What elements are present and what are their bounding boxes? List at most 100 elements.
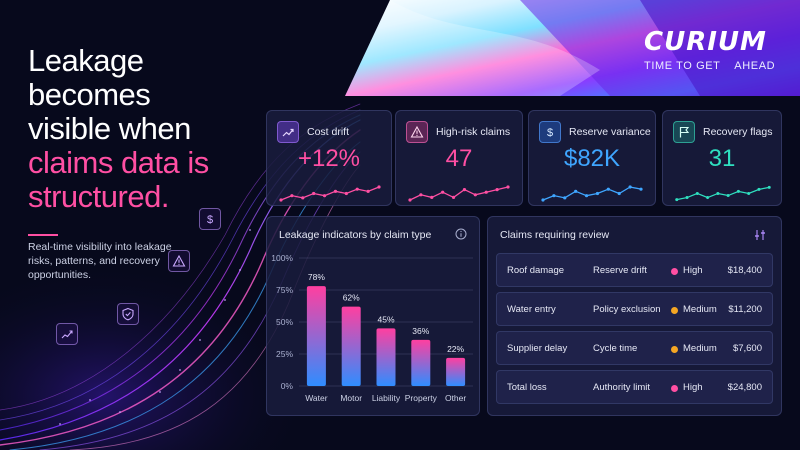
- severity-dot: [671, 346, 678, 353]
- sparkline-point: [716, 191, 720, 195]
- sparkline-point: [584, 194, 589, 198]
- sparkline-point: [301, 196, 305, 200]
- severity-label: High: [683, 265, 703, 276]
- bar-value-label: 22%: [447, 344, 464, 354]
- sparkline-point: [408, 198, 412, 202]
- filter-sliders-icon[interactable]: [753, 228, 767, 242]
- claim-amount: $24,800: [727, 382, 762, 393]
- claim-reason: Reserve drift: [593, 265, 647, 276]
- kpi-value: $82K: [563, 145, 621, 172]
- kpi-value: 31: [708, 145, 736, 172]
- kpi-card-reserve-variance[interactable]: $ Reserve variance $82K: [528, 110, 656, 206]
- sparkline-point: [506, 185, 510, 189]
- sparkline-point: [606, 187, 610, 191]
- dollar-icon: $: [199, 208, 221, 230]
- claim-reason: Policy exclusion: [593, 304, 661, 315]
- bar-water[interactable]: [306, 286, 326, 386]
- y-tick-label: 100%: [271, 253, 293, 263]
- hero-title-line: visible when: [28, 111, 191, 146]
- review-row[interactable]: Roof damage Reserve drift High $18,400: [496, 253, 773, 287]
- sparkline-point: [541, 198, 545, 202]
- leakage-chart-panel: Leakage indicators by claim type 0% 25% 50…: [266, 216, 480, 416]
- trend-up-icon: [277, 121, 299, 143]
- kpi-label: Reserve variance: [569, 126, 651, 138]
- sparkline-point: [322, 194, 327, 198]
- claim-type: Supplier delay: [507, 343, 568, 354]
- x-tick-label: Liability: [372, 393, 401, 403]
- kpi-card-cost-drift[interactable]: Cost drift +12%: [266, 110, 392, 206]
- sparkline-point: [757, 187, 761, 191]
- warning-icon: [406, 121, 428, 143]
- sparkline-point: [279, 198, 283, 202]
- hero-title-line: becomes: [28, 77, 151, 112]
- kpi-label: Cost drift: [307, 126, 350, 138]
- svg-text:$: $: [547, 127, 553, 139]
- sparkline-path: [542, 186, 642, 201]
- sparkline-point: [628, 185, 632, 189]
- bar-value-label: 45%: [377, 314, 394, 324]
- sparkline-point: [333, 189, 338, 193]
- sparkline-point: [441, 190, 445, 194]
- sparkline-point: [419, 193, 423, 197]
- sparkline-path: [280, 186, 380, 201]
- sparkline-point: [706, 196, 710, 200]
- kpi-card-recovery-flags[interactable]: Recovery flags 31: [662, 110, 782, 206]
- y-tick-label: 25%: [276, 349, 293, 359]
- severity-label: High: [683, 382, 703, 393]
- bar-value-label: 62%: [343, 293, 360, 303]
- sparkline-point: [495, 188, 499, 192]
- sparkline-point: [595, 191, 600, 196]
- sparkline-point: [484, 190, 488, 194]
- svg-text:$: $: [207, 214, 213, 226]
- x-tick-label: Motor: [340, 393, 362, 403]
- bar-motor[interactable]: [341, 306, 361, 386]
- sparkline-point: [344, 191, 348, 196]
- hero-title-accent-line: structured.: [28, 179, 169, 214]
- bar-chart: 0% 25% 50% 75% 100% 78% Water 62% Motor 45% Liabil…: [271, 253, 473, 403]
- claim-amount: $7,600: [732, 343, 762, 354]
- severity-label: Medium: [683, 304, 717, 315]
- review-row[interactable]: Supplier delay Cycle time Medium $7,600: [496, 331, 773, 365]
- bar-liability[interactable]: [376, 328, 396, 386]
- chart-title: Leakage indicators by claim type: [279, 229, 432, 241]
- sparkline-point: [695, 191, 699, 195]
- kpi-value: 47: [445, 145, 473, 172]
- sparkline-point: [736, 189, 740, 193]
- hero-description: Real-time visibility into leakage risks,…: [28, 241, 172, 281]
- sparkline-point: [726, 194, 730, 198]
- review-row[interactable]: Water entry Policy exclusion Medium $11,…: [496, 292, 773, 326]
- info-icon[interactable]: [455, 228, 467, 240]
- kpi-card-high-risk-claims[interactable]: High-risk claims 47: [395, 110, 523, 206]
- sparkline-point: [685, 196, 689, 200]
- sparkline-point: [617, 191, 621, 196]
- hero-title-line: Leakage: [28, 43, 144, 78]
- hero: Leakage becomes visible when claims data…: [28, 44, 268, 236]
- sparkline-point: [639, 187, 643, 191]
- sparkline-path: [409, 186, 509, 201]
- flag-icon: [673, 121, 695, 143]
- sparkline: [279, 185, 381, 202]
- bar-other[interactable]: [446, 357, 466, 386]
- sparkline-point: [767, 185, 771, 189]
- x-tick-label: Other: [445, 393, 466, 403]
- sparkline-point: [473, 193, 477, 197]
- sparkline-point: [574, 189, 578, 193]
- sparkline-point: [462, 188, 467, 192]
- claim-type: Total loss: [507, 382, 547, 393]
- x-tick-label: Water: [305, 393, 328, 403]
- sparkline-point: [430, 195, 434, 199]
- sparkline-point: [290, 194, 294, 198]
- sparkline-path: [676, 186, 770, 201]
- review-row[interactable]: Total loss Authority limit High $24,800: [496, 370, 773, 404]
- growth-chart-icon: [56, 323, 78, 345]
- severity-dot: [671, 307, 678, 314]
- kpi-value: +12%: [297, 145, 361, 172]
- shield-check-icon: [117, 303, 139, 325]
- bar-property[interactable]: [411, 339, 431, 386]
- sparkline-point: [312, 191, 316, 196]
- brand: CURIUM TIME TO GET AHEAD: [644, 28, 784, 72]
- bar-value-label: 36%: [412, 326, 429, 336]
- claim-amount: $18,400: [727, 265, 762, 276]
- sparkline-point: [355, 187, 359, 191]
- claim-amount: $11,200: [728, 304, 762, 315]
